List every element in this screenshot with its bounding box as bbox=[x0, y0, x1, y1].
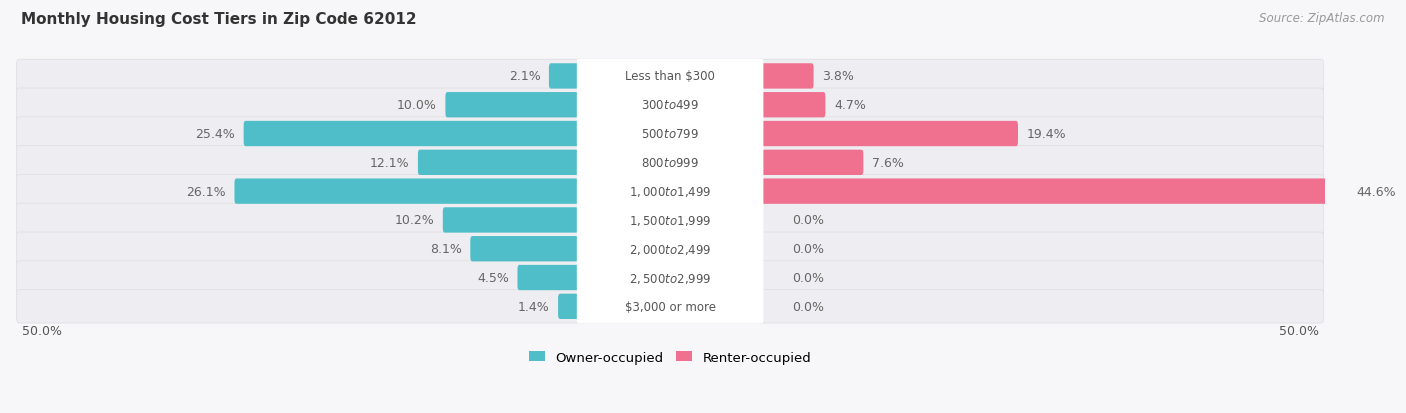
Text: $2,500 to $2,999: $2,500 to $2,999 bbox=[628, 271, 711, 285]
Text: 0.0%: 0.0% bbox=[792, 300, 824, 313]
Text: $1,500 to $1,999: $1,500 to $1,999 bbox=[628, 214, 711, 228]
FancyBboxPatch shape bbox=[759, 93, 825, 118]
FancyBboxPatch shape bbox=[576, 146, 763, 180]
FancyBboxPatch shape bbox=[576, 232, 763, 266]
FancyBboxPatch shape bbox=[17, 175, 1323, 208]
FancyBboxPatch shape bbox=[235, 179, 581, 204]
FancyBboxPatch shape bbox=[759, 64, 814, 89]
FancyBboxPatch shape bbox=[548, 64, 581, 89]
FancyBboxPatch shape bbox=[17, 60, 1323, 93]
FancyBboxPatch shape bbox=[243, 121, 581, 147]
FancyBboxPatch shape bbox=[576, 88, 763, 122]
Text: 4.7%: 4.7% bbox=[834, 99, 866, 112]
FancyBboxPatch shape bbox=[17, 118, 1323, 151]
Text: 0.0%: 0.0% bbox=[792, 214, 824, 227]
FancyBboxPatch shape bbox=[418, 150, 581, 176]
FancyBboxPatch shape bbox=[759, 150, 863, 176]
Text: 10.0%: 10.0% bbox=[396, 99, 437, 112]
Text: 10.2%: 10.2% bbox=[395, 214, 434, 227]
FancyBboxPatch shape bbox=[17, 290, 1323, 323]
Text: 26.1%: 26.1% bbox=[187, 185, 226, 198]
Text: 3.8%: 3.8% bbox=[823, 70, 853, 83]
Text: 2.1%: 2.1% bbox=[509, 70, 540, 83]
FancyBboxPatch shape bbox=[576, 175, 763, 209]
FancyBboxPatch shape bbox=[558, 294, 581, 319]
Text: 8.1%: 8.1% bbox=[430, 243, 461, 256]
Text: $800 to $999: $800 to $999 bbox=[641, 157, 699, 169]
Text: Source: ZipAtlas.com: Source: ZipAtlas.com bbox=[1260, 12, 1385, 25]
Legend: Owner-occupied, Renter-occupied: Owner-occupied, Renter-occupied bbox=[523, 345, 817, 369]
Text: 7.6%: 7.6% bbox=[872, 157, 904, 169]
Text: 44.6%: 44.6% bbox=[1357, 185, 1396, 198]
Text: 0.0%: 0.0% bbox=[792, 243, 824, 256]
FancyBboxPatch shape bbox=[759, 179, 1348, 204]
FancyBboxPatch shape bbox=[576, 290, 763, 323]
Text: $300 to $499: $300 to $499 bbox=[641, 99, 699, 112]
FancyBboxPatch shape bbox=[17, 204, 1323, 237]
FancyBboxPatch shape bbox=[17, 89, 1323, 122]
FancyBboxPatch shape bbox=[576, 117, 763, 151]
Text: 50.0%: 50.0% bbox=[1278, 325, 1319, 337]
FancyBboxPatch shape bbox=[759, 121, 1018, 147]
FancyBboxPatch shape bbox=[17, 261, 1323, 294]
FancyBboxPatch shape bbox=[576, 204, 763, 237]
FancyBboxPatch shape bbox=[443, 208, 581, 233]
Text: Less than $300: Less than $300 bbox=[626, 70, 716, 83]
FancyBboxPatch shape bbox=[17, 233, 1323, 266]
FancyBboxPatch shape bbox=[576, 60, 763, 94]
Text: 1.4%: 1.4% bbox=[517, 300, 550, 313]
Text: 12.1%: 12.1% bbox=[370, 157, 409, 169]
FancyBboxPatch shape bbox=[517, 265, 581, 290]
FancyBboxPatch shape bbox=[470, 237, 581, 262]
Text: 0.0%: 0.0% bbox=[792, 271, 824, 284]
Text: $500 to $799: $500 to $799 bbox=[641, 128, 699, 141]
Text: $1,000 to $1,499: $1,000 to $1,499 bbox=[628, 185, 711, 199]
FancyBboxPatch shape bbox=[576, 261, 763, 295]
Text: 25.4%: 25.4% bbox=[195, 128, 235, 141]
Text: 19.4%: 19.4% bbox=[1026, 128, 1066, 141]
FancyBboxPatch shape bbox=[446, 93, 581, 118]
Text: Monthly Housing Cost Tiers in Zip Code 62012: Monthly Housing Cost Tiers in Zip Code 6… bbox=[21, 12, 416, 27]
Text: $3,000 or more: $3,000 or more bbox=[624, 300, 716, 313]
Text: 50.0%: 50.0% bbox=[21, 325, 62, 337]
FancyBboxPatch shape bbox=[17, 146, 1323, 180]
Text: 4.5%: 4.5% bbox=[477, 271, 509, 284]
Text: $2,000 to $2,499: $2,000 to $2,499 bbox=[628, 242, 711, 256]
